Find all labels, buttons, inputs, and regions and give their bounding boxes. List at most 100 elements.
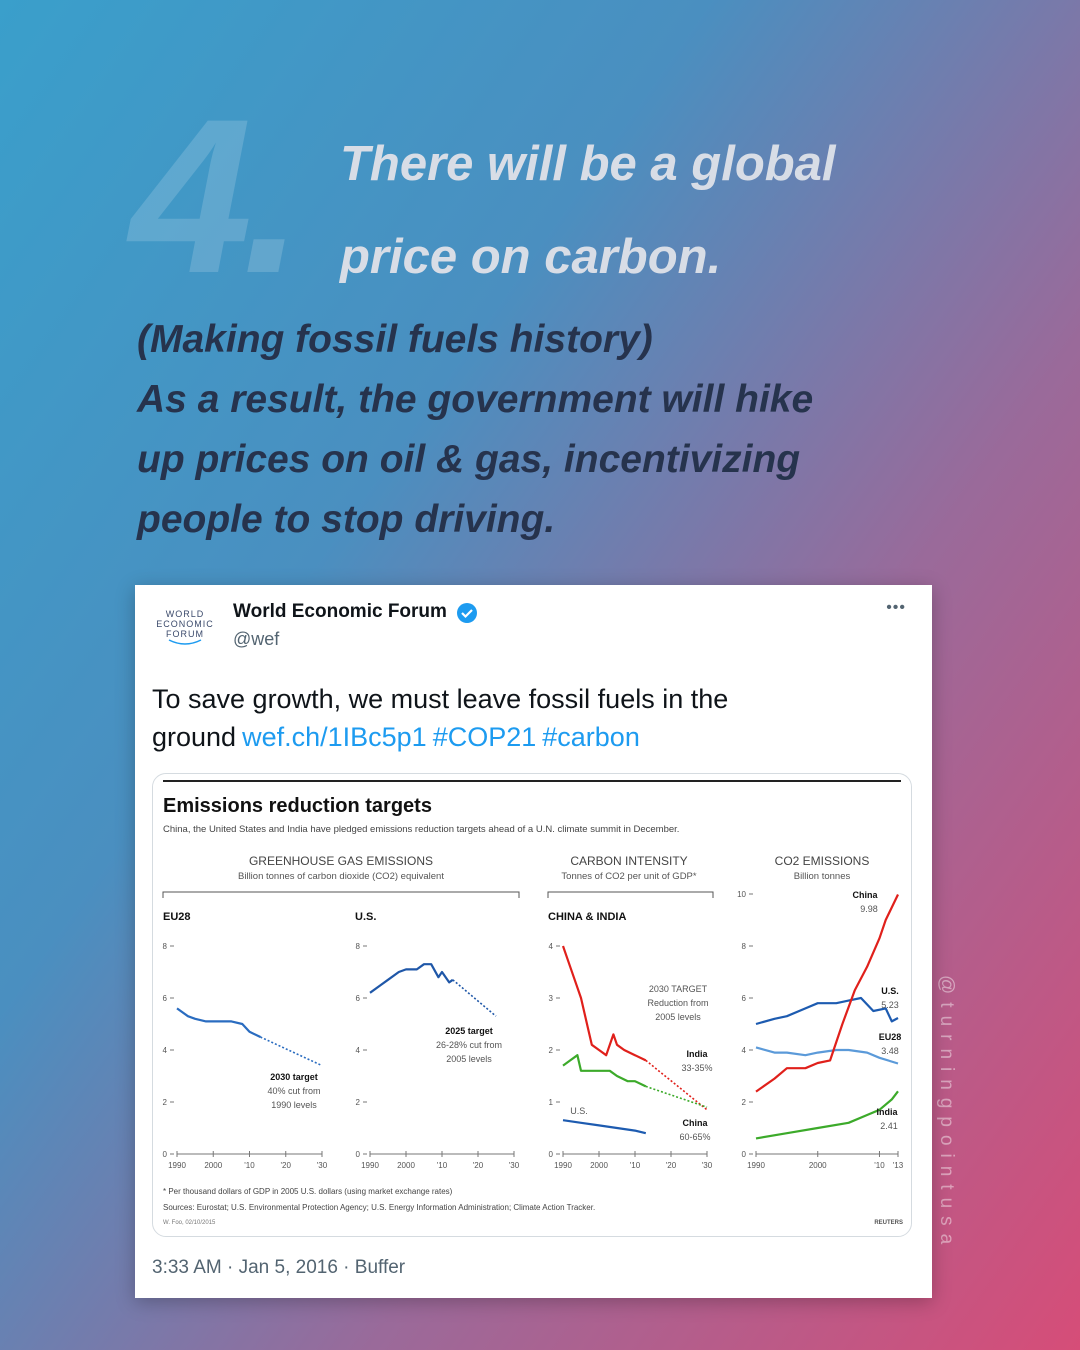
- annotation: China: [682, 1118, 708, 1128]
- group-title: CARBON INTENSITY: [570, 854, 687, 868]
- body-line: (Making fossil fuels history): [137, 318, 653, 361]
- annotation: 2.41: [880, 1121, 898, 1131]
- graphic-subtitle: China, the United States and India have …: [163, 824, 679, 835]
- y-tick-label: 4: [742, 1046, 747, 1055]
- annotation: U.S.: [881, 986, 899, 996]
- headline: There will be a global price on carbon.: [340, 118, 836, 304]
- tweet-body: To save growth, we must leave fossil fue…: [152, 684, 729, 752]
- annotation: India: [686, 1049, 708, 1059]
- series-line: [645, 1059, 708, 1111]
- annotation: 3.48: [881, 1046, 899, 1056]
- x-tick-label: 2000: [204, 1161, 222, 1170]
- x-tick-label: '30: [509, 1161, 520, 1170]
- annotation: India: [876, 1107, 898, 1117]
- annotation: 33-35%: [681, 1063, 712, 1073]
- body-line: As a result, the government will hike: [137, 378, 814, 421]
- logo-line: ECONOMIC: [156, 619, 214, 629]
- tweet-text: To save growth, we must leave fossil fue…: [152, 680, 852, 756]
- x-tick-label: '30: [702, 1161, 713, 1170]
- y-tick-label: 6: [356, 994, 361, 1003]
- graphic-title: Emissions reduction targets: [163, 795, 432, 817]
- group-subtitle: Tonnes of CO2 per unit of GDP*: [561, 871, 696, 882]
- y-tick-label: 4: [549, 942, 554, 951]
- x-tick-label: 1990: [168, 1161, 186, 1170]
- series-line: [755, 1090, 899, 1140]
- x-tick-label: 1990: [747, 1161, 765, 1170]
- y-tick-label: 2: [356, 1098, 361, 1107]
- x-tick-label: 2000: [809, 1161, 827, 1170]
- panel-title: CHINA & INDIA: [548, 911, 626, 923]
- infographic[interactable]: Emissions reduction targets China, the U…: [152, 773, 912, 1237]
- panel-title: EU28: [163, 911, 191, 923]
- y-tick-label: 0: [549, 1150, 554, 1159]
- headline-line: There will be a global: [340, 137, 836, 191]
- more-button[interactable]: •••: [886, 599, 906, 616]
- y-tick-label: 8: [742, 942, 747, 951]
- watermark: @turningpointusa: [936, 975, 957, 1253]
- series-line: [755, 1046, 899, 1065]
- y-tick-label: 0: [356, 1150, 361, 1159]
- x-tick-label: '10: [630, 1161, 641, 1170]
- author-name[interactable]: World Economic Forum: [233, 601, 447, 622]
- author-handle[interactable]: @wef: [233, 629, 280, 649]
- link[interactable]: wef.ch/1IBc5p1: [242, 722, 427, 752]
- y-tick-label: 8: [356, 942, 361, 951]
- tweet-timestamp[interactable]: 3:33 AM · Jan 5, 2016 · Buffer: [152, 1257, 406, 1278]
- x-tick-label: '20: [281, 1161, 292, 1170]
- annotation: EU28: [879, 1032, 902, 1042]
- y-tick-label: 2: [163, 1098, 168, 1107]
- annotation: 60-65%: [679, 1132, 710, 1142]
- group-subtitle: Billion tonnes of carbon dioxide (CO2) e…: [238, 871, 444, 882]
- annotation: U.S.: [570, 1106, 588, 1116]
- series-line: [562, 1054, 647, 1088]
- body-line: people to stop driving.: [137, 498, 556, 541]
- x-tick-label: '30: [317, 1161, 328, 1170]
- tweet-card: WORLD ECONOMIC FORUM World Economic Foru…: [135, 585, 932, 1298]
- publisher: REUTERS: [874, 1220, 903, 1226]
- group-title: GREENHOUSE GAS EMISSIONS: [249, 854, 433, 868]
- y-tick-label: 4: [163, 1046, 168, 1055]
- y-tick-label: 1: [549, 1098, 554, 1107]
- group-title: CO2 EMISSIONS: [775, 854, 870, 868]
- hashtag[interactable]: #carbon: [542, 722, 640, 752]
- annotation: 5.23: [881, 1000, 899, 1010]
- series-line: [755, 996, 899, 1026]
- group-bracket: [162, 891, 520, 898]
- annotation: Reduction from: [647, 998, 708, 1008]
- avatar-logo[interactable]: WORLD ECONOMIC FORUM: [151, 609, 219, 649]
- x-tick-label: '20: [473, 1161, 484, 1170]
- x-tick-label: 1990: [361, 1161, 379, 1170]
- x-tick-label: '10: [437, 1161, 448, 1170]
- graphic-bg: [153, 774, 911, 1236]
- annotation: 2030 TARGET: [649, 984, 708, 994]
- slide-number: 4.: [130, 73, 304, 319]
- body-text: (Making fossil fuels history) As a resul…: [137, 310, 813, 550]
- series-line: [369, 963, 454, 994]
- y-tick-label: 6: [163, 994, 168, 1003]
- credit: W. Foo, 02/10/2015: [163, 1220, 216, 1226]
- sources: Sources: Eurostat; U.S. Environmental Pr…: [163, 1203, 595, 1212]
- footnote: * Per thousand dollars of GDP in 2005 U.…: [163, 1187, 453, 1196]
- annotation: 2005 levels: [655, 1012, 701, 1022]
- y-tick-label: 2: [742, 1098, 747, 1107]
- annotation: 2030 target: [270, 1072, 318, 1082]
- x-tick-label: '10: [244, 1161, 255, 1170]
- x-tick-label: '10: [874, 1161, 885, 1170]
- y-tick-label: 0: [742, 1150, 747, 1159]
- y-tick-label: 10: [737, 890, 746, 899]
- y-tick-label: 0: [163, 1150, 168, 1159]
- x-tick-label: '13: [893, 1161, 904, 1170]
- y-tick-label: 3: [549, 994, 554, 1003]
- series-line: [176, 1007, 261, 1038]
- series-line: [645, 1085, 708, 1108]
- logo-line: FORUM: [166, 629, 204, 639]
- x-tick-label: 2000: [397, 1161, 415, 1170]
- annotation: 2025 target: [445, 1026, 493, 1036]
- annotation: 2005 levels: [446, 1054, 492, 1064]
- group-subtitle: Billion tonnes: [794, 871, 851, 882]
- annotation: 40% cut from: [267, 1086, 320, 1096]
- y-tick-label: 6: [742, 994, 747, 1003]
- series-line: [561, 945, 647, 1062]
- hashtag[interactable]: #COP21: [432, 722, 537, 752]
